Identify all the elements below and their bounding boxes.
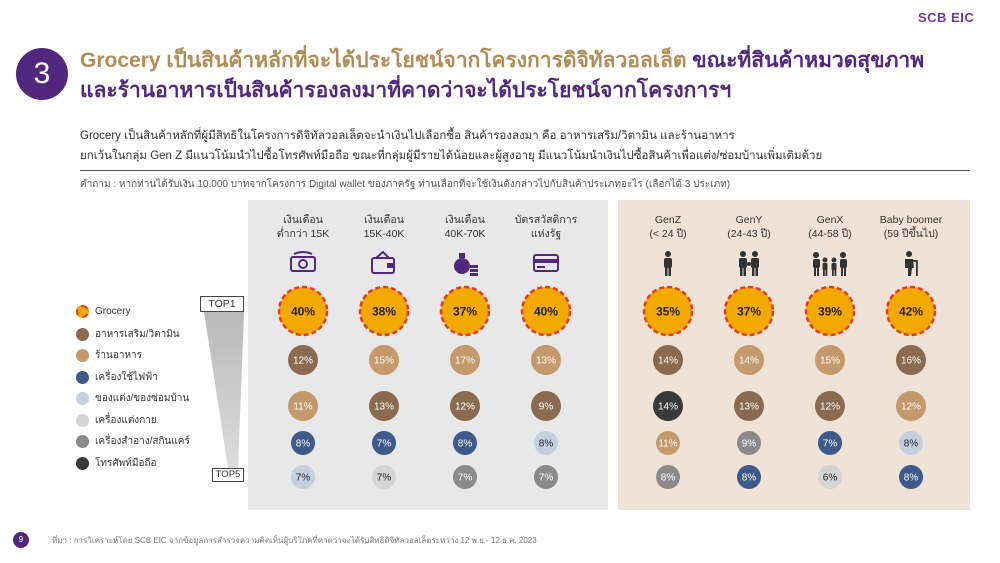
legend-swatch [76, 456, 89, 470]
page-title-line2: และร้านอาหารเป็นสินค้ารองลงมาที่คาดว่าจะ… [80, 79, 732, 102]
section-number-badge: 3 [16, 48, 68, 100]
scb-eic-logo: SCB EIC [918, 10, 975, 25]
top5-label: TOP5 [212, 468, 244, 482]
legend-swatch [76, 413, 89, 427]
column-header-line1: GenY [735, 214, 763, 226]
legend-swatch [76, 435, 89, 448]
person-icon [653, 250, 683, 276]
legend-item: เครื่องสำอาง/สกินแคร์ [76, 434, 190, 450]
column-header: GenY (24-43 ปี) [704, 213, 794, 241]
legend-item: Grocery [76, 305, 131, 321]
summary-line2: ยกเว้นในกลุ่ม Gen Z มีแนวโน้มนำไปซื้อโทร… [80, 150, 823, 162]
column-header-line1: เงินเดือน [283, 214, 323, 226]
legend-label: Grocery [95, 306, 131, 317]
legend-item: เครื่องแต่งกาย [76, 413, 157, 429]
column-header-line2: 40K-70K [444, 228, 486, 240]
column-header-line1: บัตรสวัสดิการ [514, 214, 578, 226]
summary-line1: Grocery เป็นสินค้าหลักที่ผู้มีสิทธิในโคร… [80, 130, 735, 142]
legend-label: ร้านอาหาร [95, 350, 143, 361]
column-header-line2: 15K-40K [363, 228, 405, 240]
legend-label: เครื่องสำอาง/สกินแคร์ [95, 436, 190, 447]
legend-item: ร้านอาหาร [76, 348, 142, 364]
legend-label: อาหารเสริม/วิตามิน [95, 328, 180, 340]
legend-item: โทรศัพท์มือถือ [76, 456, 157, 472]
column-header-line2: (59 ปีขึ้นไป) [883, 228, 939, 240]
legend-swatch [76, 327, 89, 341]
column-header: บัตรสวัสดิการแห่งรัฐ [501, 213, 591, 241]
column-header-line2: แห่งรัฐ [530, 228, 562, 240]
income-panel [248, 200, 608, 510]
title-highlight: Grocery เป็นสินค้าหลักที่จะได้ประโยชน์จา… [80, 49, 687, 72]
legend-item: อาหารเสริม/วิตามิน [76, 327, 180, 343]
column-header-line1: GenX [816, 214, 844, 226]
legend-swatch [76, 370, 89, 384]
age-panel [618, 200, 970, 510]
column-header-line1: GenZ [654, 214, 682, 226]
legend-item: ของแต่ง/ของซ่อมบ้าน [76, 391, 189, 407]
column-header: GenX (44-58 ปี) [785, 213, 875, 241]
column-header-line2: (44-58 ปี) [808, 228, 852, 240]
legend-item: เครื่องใช้ไฟฟ้า [76, 370, 158, 386]
legend-label: เครื่องแต่งกาย [95, 414, 157, 426]
column-header-line2: ต่ำกว่า 15K [276, 228, 330, 240]
family-icon [734, 250, 764, 276]
wallet-icon [369, 250, 399, 276]
column-header-line2: (24-43 ปี) [727, 228, 771, 240]
legend-label: เครื่องใช้ไฟฟ้า [95, 371, 158, 383]
column-header: เงินเดือน 15K-40K [339, 213, 429, 241]
column-header: เงินเดือนต่ำกว่า 15K [258, 213, 348, 241]
legend-label: โทรศัพท์มือถือ [95, 457, 157, 469]
column-header-line1: เงินเดือน [364, 214, 404, 226]
column-header-line2: (< 24 ปี) [649, 228, 687, 240]
legend-swatch [76, 349, 89, 362]
column-header-line1: เงินเดือน [445, 214, 485, 226]
source-footnote: ที่มา : การวิเคราะห์โดย SCB EIC จากข้อมู… [52, 536, 537, 545]
page-title-line1: Grocery เป็นสินค้าหลักที่จะได้ประโยชน์จา… [80, 44, 924, 77]
legend-label: ของแต่ง/ของซ่อมบ้าน [95, 393, 190, 404]
column-header: เงินเดือน 40K-70K [420, 213, 510, 241]
big-family-icon [810, 250, 850, 276]
elderly-icon [896, 250, 926, 276]
money-icon [288, 250, 318, 276]
divider [80, 170, 970, 171]
column-header: Baby boomer (59 ปีขึ้นไป) [866, 213, 956, 241]
page-number: 9 [13, 532, 29, 548]
survey-question: คำถาม : หากท่านได้รับเงิน 10,000 บาทจากโ… [80, 179, 731, 190]
legend-swatch [76, 305, 89, 318]
card-icon [531, 250, 561, 276]
title-rest: ขณะที่สินค้าหมวดสุขภาพ [686, 49, 925, 72]
legend-swatch [76, 392, 89, 405]
top1-label: TOP1 [200, 296, 244, 312]
money-bag-icon [450, 250, 480, 276]
rank-funnel [204, 312, 244, 468]
column-header-line1: Baby boomer [879, 214, 943, 226]
column-header: GenZ (< 24 ปี) [623, 213, 713, 241]
